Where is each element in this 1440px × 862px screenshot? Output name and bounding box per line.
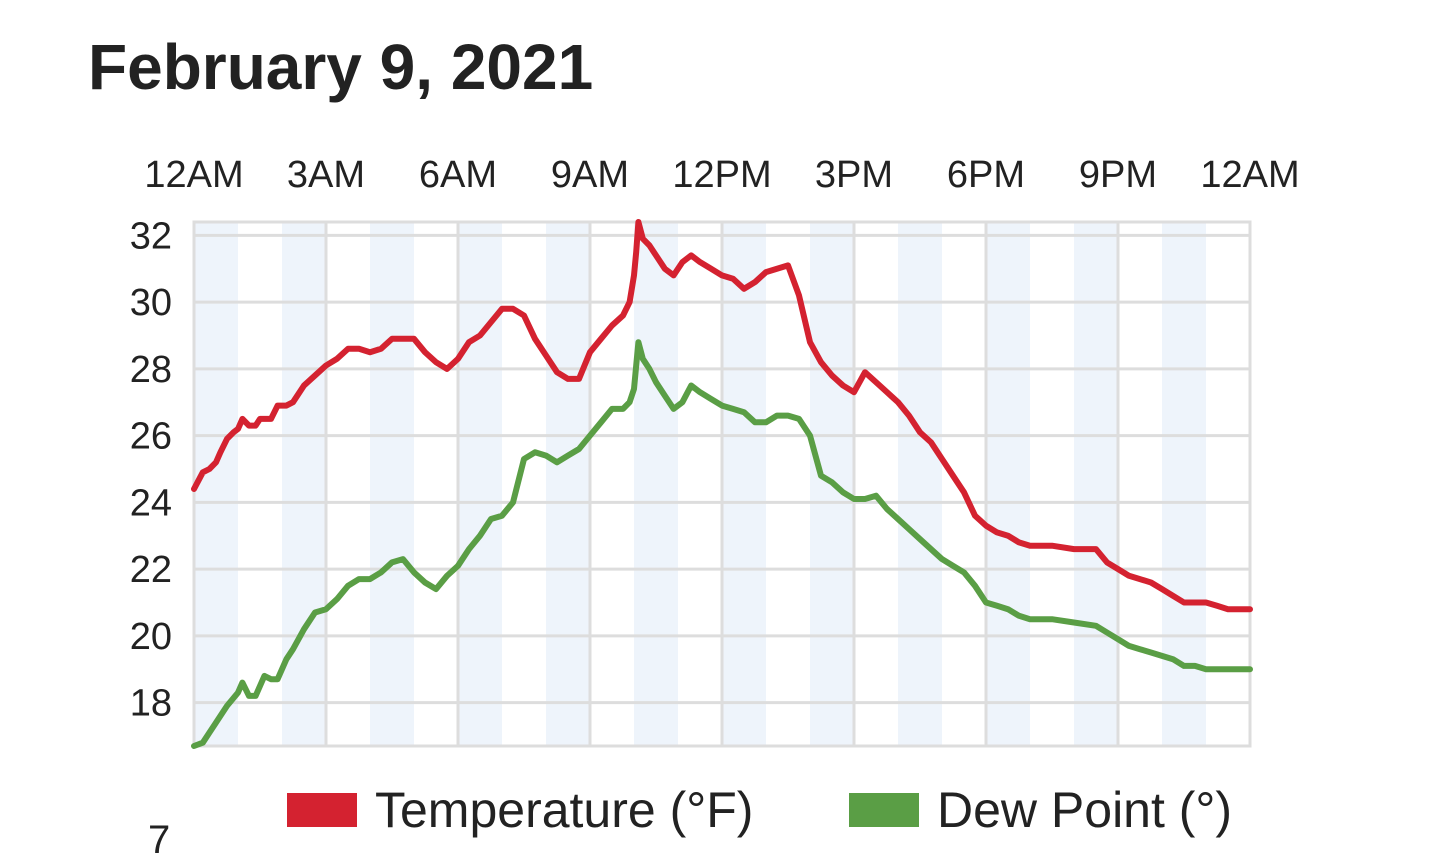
x-tick-label: 12AM [144, 154, 243, 196]
dew-point-line [191, 339, 1253, 749]
x-tick-label: 12AM [1200, 154, 1299, 196]
cut-off-text: 7 [148, 818, 171, 862]
x-tick-label: 6AM [419, 154, 497, 196]
x-tick-labels: 12AM 3AM 6AM 9AM 12PM 3PM 6PM 9PM 12AM [144, 154, 1299, 196]
temperature-legend-label: Temperature (°F) [375, 782, 753, 838]
weather-line-chart: 12AM 3AM 6AM 9AM 12PM 3PM 6PM 9PM 12AM 18 20 22 24 2… [130, 154, 1300, 838]
y-tick-label: 20 [130, 616, 172, 658]
y-tick-label: 18 [130, 683, 172, 725]
hour-band [194, 222, 238, 746]
y-tick-label: 24 [130, 482, 172, 524]
x-tick-label: 3AM [287, 154, 365, 196]
dew-point-legend-label: Dew Point (°) [937, 782, 1232, 838]
x-tick-label: 9PM [1079, 154, 1157, 196]
hour-bands [194, 222, 1206, 746]
hour-band [722, 222, 766, 746]
x-tick-label: 12PM [672, 154, 771, 196]
y-tick-label: 32 [130, 215, 172, 257]
x-tick-label: 6PM [947, 154, 1025, 196]
hour-band [898, 222, 942, 746]
temperature-legend-swatch [287, 793, 357, 827]
hour-band [282, 222, 326, 746]
legend: Temperature (°F) Dew Point (°) [287, 782, 1232, 838]
hour-band [1074, 222, 1118, 746]
y-tick-label: 28 [130, 349, 172, 391]
hour-band [986, 222, 1030, 746]
series-lines [191, 219, 1253, 749]
hour-band [546, 222, 590, 746]
hour-band [370, 222, 414, 746]
x-tick-label: 9AM [551, 154, 629, 196]
y-tick-label: 30 [130, 282, 172, 324]
y-tick-labels: 18 20 22 24 26 28 30 32 [130, 215, 172, 724]
hour-band [458, 222, 502, 746]
page-title: February 9, 2021 [88, 31, 594, 103]
dew-point-legend-swatch [849, 793, 919, 827]
y-tick-label: 26 [130, 416, 172, 458]
x-tick-label: 3PM [815, 154, 893, 196]
y-tick-label: 22 [130, 549, 172, 591]
hour-band [634, 222, 678, 746]
temperature-line [191, 219, 1253, 613]
